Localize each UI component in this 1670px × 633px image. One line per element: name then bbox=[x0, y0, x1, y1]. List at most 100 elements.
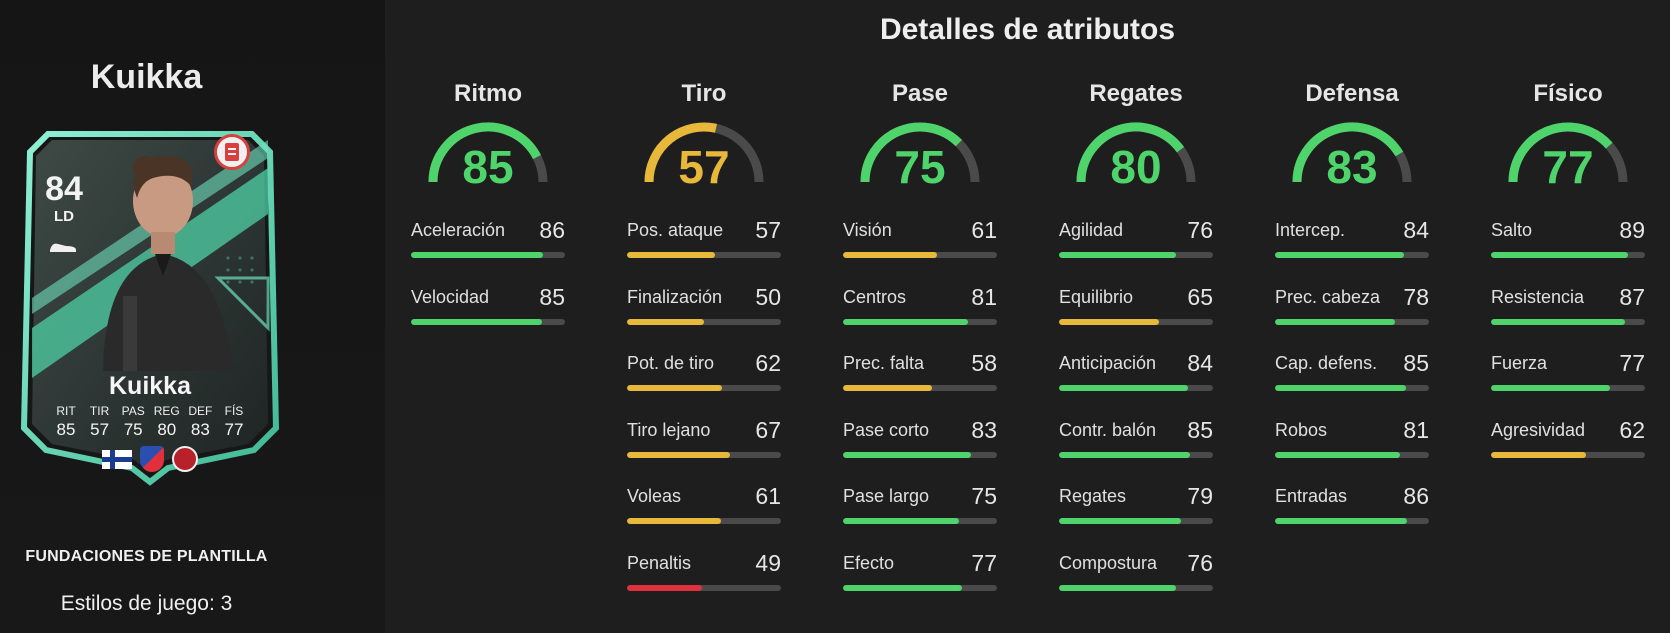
stat-row: Pos. ataque 57 bbox=[624, 217, 784, 287]
stat-bar bbox=[1275, 318, 1429, 325]
gauge-arc bbox=[428, 122, 548, 183]
stat-label: Pot. de tiro bbox=[627, 353, 715, 373]
stat-bar bbox=[1059, 385, 1213, 391]
stat-bar-fill bbox=[1491, 451, 1587, 458]
stat-list: Salto 89 Resistencia 87 Fuerza 77 Agresividad 6… bbox=[1488, 217, 1648, 486]
category-rating: 85 bbox=[462, 141, 514, 193]
stat-bar-fill bbox=[1059, 385, 1189, 391]
card-stat-label: FÍS bbox=[224, 404, 244, 418]
card-stat-label: TIR bbox=[89, 404, 110, 418]
stat-label: Pos. ataque bbox=[627, 220, 724, 240]
stat-label: Compostura bbox=[1059, 552, 1158, 573]
stat-value: 84 bbox=[1403, 217, 1429, 243]
gauge-arc bbox=[1076, 122, 1196, 183]
stat-label: Agilidad bbox=[1059, 220, 1124, 240]
stat-list: Visión 61 Centros 81 Prec. falta 58 Pase corto… bbox=[840, 217, 1000, 620]
stat-label: Resistencia bbox=[1491, 286, 1585, 307]
gauge-arc bbox=[644, 122, 764, 183]
category-rating: 83 bbox=[1326, 141, 1378, 193]
stat-bar-fill bbox=[1275, 518, 1408, 524]
stat-label: Contr. balón bbox=[1059, 419, 1157, 440]
stat-value: 62 bbox=[1619, 416, 1645, 443]
squad-foundations-label: FUNDACIONES DE PLANTILLA bbox=[25, 548, 268, 565]
category-name: Regates bbox=[1089, 80, 1183, 107]
stat-label: Penaltis bbox=[627, 552, 692, 573]
stat-value: 76 bbox=[1187, 217, 1213, 243]
player-name-title: Kuikka bbox=[90, 58, 203, 96]
evolution-badge-icon[interactable] bbox=[214, 134, 250, 170]
stat-bar bbox=[843, 518, 997, 524]
stat-label: Robos bbox=[1275, 419, 1328, 440]
player-panel: Kuikka bbox=[0, 0, 385, 633]
category-gauge: 85 bbox=[408, 120, 568, 200]
stat-bar bbox=[1059, 584, 1213, 591]
stat-row: Pase largo 75 bbox=[840, 483, 1000, 553]
category-gauge: 57 bbox=[624, 120, 784, 200]
stat-bar bbox=[1275, 518, 1429, 524]
gauge-fill bbox=[1292, 122, 1404, 183]
stat-bar bbox=[1491, 252, 1645, 258]
stat-bar-fill bbox=[1275, 451, 1400, 458]
stat-bar-fill bbox=[1275, 385, 1406, 391]
stat-label: Agresividad bbox=[1491, 419, 1586, 440]
stat-bar-fill bbox=[843, 318, 968, 325]
stat-bar-fill bbox=[1059, 584, 1177, 591]
stat-value: 76 bbox=[1187, 549, 1213, 576]
stat-label: Visión bbox=[843, 220, 892, 240]
stat-row: Regates 79 bbox=[1056, 483, 1216, 553]
stat-label: Pase largo bbox=[843, 486, 930, 506]
stat-bar bbox=[1491, 451, 1645, 458]
stat-row: Contr. balón 85 bbox=[1056, 417, 1216, 487]
stat-label: Velocidad bbox=[411, 286, 490, 307]
stat-row: Prec. cabeza 78 bbox=[1272, 284, 1432, 354]
stat-row: Salto 89 bbox=[1488, 217, 1648, 287]
card-stat-label: REG bbox=[153, 404, 180, 418]
stat-bar bbox=[627, 385, 781, 391]
stat-bar bbox=[1275, 451, 1429, 458]
card-stat-pas: PAS 75 bbox=[117, 404, 149, 440]
stat-label: Finalización bbox=[627, 286, 723, 307]
player-photo bbox=[103, 155, 233, 371]
card-stat-label: DEF bbox=[188, 404, 213, 418]
stat-row: Pase corto 83 bbox=[840, 416, 1000, 487]
stat-value: 89 bbox=[1619, 217, 1645, 243]
stat-bar-fill bbox=[627, 385, 723, 391]
stat-value: 86 bbox=[1403, 483, 1429, 509]
card-stat-fis: FÍS 77 bbox=[218, 404, 250, 440]
stat-row: Aceleración 86 bbox=[408, 217, 568, 287]
stat-list: Intercep. 84 Prec. cabeza 78 Cap. defens. 85 R… bbox=[1272, 217, 1432, 553]
gauge-fill bbox=[860, 122, 963, 183]
stat-row: Voleas 61 bbox=[624, 483, 784, 553]
stat-row: Prec. falta 58 bbox=[840, 350, 1000, 420]
stat-value: 57 bbox=[755, 217, 781, 243]
category-pase: Pase 75 Visión 61 Centros 81 Prec. falta 58 Pase… bbox=[840, 80, 1000, 619]
stat-bar bbox=[627, 318, 781, 325]
category-rating: 80 bbox=[1110, 141, 1162, 193]
stat-bar-fill bbox=[1275, 252, 1405, 258]
stat-row: Equilibrio 65 bbox=[1056, 284, 1216, 354]
stat-value: 67 bbox=[755, 416, 781, 443]
category-gauge: 75 bbox=[840, 120, 1000, 200]
category-name: Físico bbox=[1533, 80, 1603, 107]
stat-value: 85 bbox=[1403, 350, 1429, 376]
stat-bar-fill bbox=[627, 252, 715, 258]
card-stat-rit: RIT 85 bbox=[50, 404, 82, 440]
stat-bar-fill bbox=[843, 584, 962, 591]
stat-label: Tiro lejano bbox=[627, 419, 711, 440]
category-rating: 77 bbox=[1542, 141, 1594, 193]
gauge-arc bbox=[860, 122, 980, 183]
stat-value: 58 bbox=[971, 350, 997, 376]
stat-bar-fill bbox=[1491, 252, 1629, 258]
stat-bar bbox=[843, 385, 997, 391]
stat-value: 83 bbox=[971, 416, 997, 443]
stat-label: Cap. defens. bbox=[1275, 353, 1378, 373]
playstyles-count[interactable]: Estilos de juego: 3 bbox=[60, 592, 233, 615]
stat-bar bbox=[411, 252, 565, 258]
stat-bar-fill bbox=[1491, 385, 1610, 391]
stat-row: Efecto 77 bbox=[840, 550, 1000, 620]
club-crest-icon bbox=[172, 446, 198, 472]
stat-label: Fuerza bbox=[1491, 353, 1548, 373]
stat-bar-fill bbox=[1059, 252, 1177, 258]
player-card[interactable]: 84 LD Kuikka RIT 85 TIR 57 PAS 75 REG 80 bbox=[18, 128, 282, 488]
stat-bar bbox=[1059, 518, 1213, 524]
